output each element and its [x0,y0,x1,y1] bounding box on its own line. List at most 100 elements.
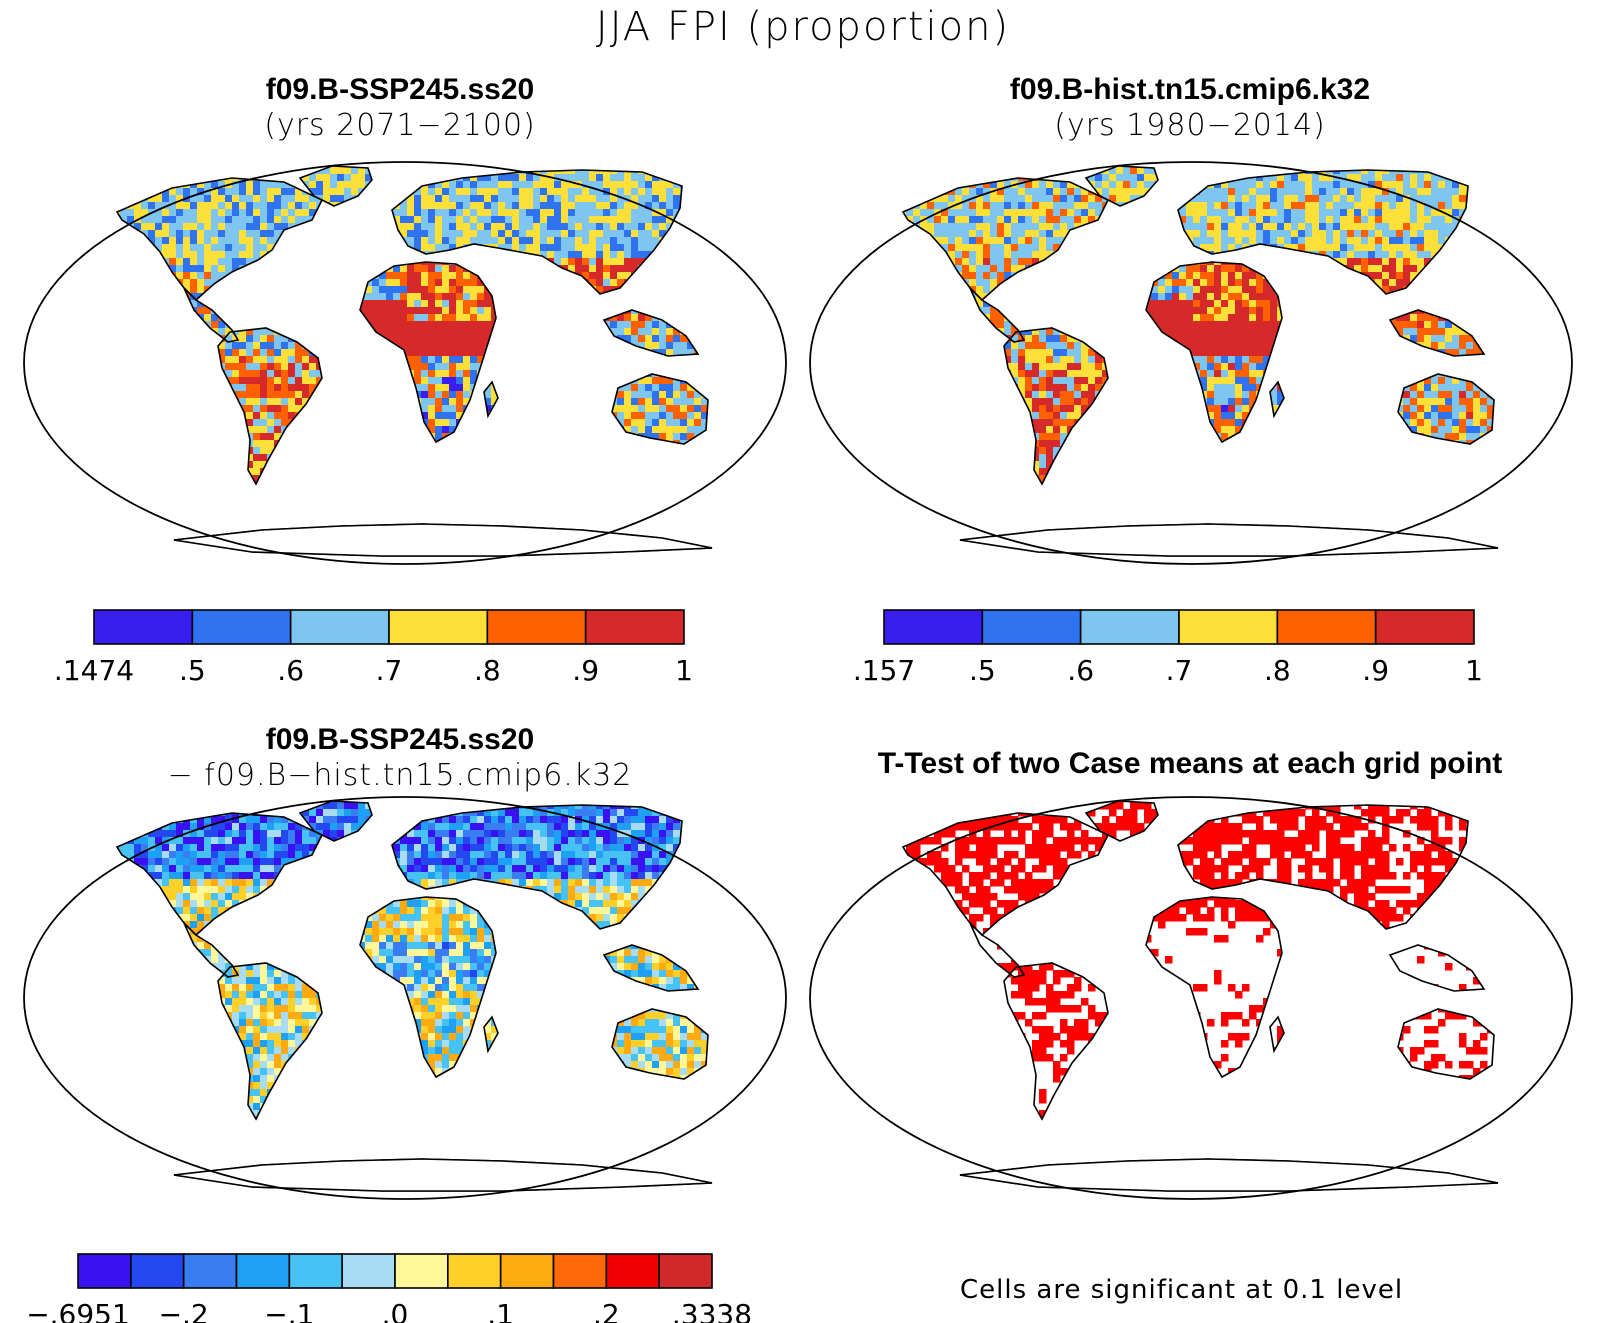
coastline-greenland [298,800,373,842]
panel-title-hist: f09.B-hist.tn15.cmip6.k32 (yrs 1980−2014… [810,72,1570,144]
coastline-central-america [969,287,1026,343]
coastline-greenland [298,165,373,207]
figure-title: JJA FPI (proportion) [0,4,1606,50]
coastline-eurasia [1177,804,1469,930]
colorbar-box [658,1253,713,1289]
map-hist [809,161,1573,565]
colorbar-ssp245: .1474 .5 .6 .7 .8 .9 1 [54,609,693,687]
coastline-south-america [217,327,323,486]
coastline-north-america [901,812,1110,937]
panel-title-line1: T-Test of two Case means at each grid po… [810,746,1570,782]
coastline-greenland [1084,800,1159,842]
coastline-southeast-asia [602,309,700,357]
colorbar-tick-label: −.6951 [26,1298,130,1323]
colorbar-tick-label: .5 [179,654,206,687]
colorbar-tick-label: .3338 [672,1298,752,1323]
antarctica [959,523,1499,557]
coastline-australia [611,373,709,445]
panel-title-line2: − f09.B−hist.tn15.cmip6.k32 [30,758,770,794]
coastline-madagascar [483,1015,499,1054]
colorbar-box [1178,609,1279,645]
colorbar-box [552,1253,608,1289]
coastline-south-america [217,962,323,1121]
coastline-africa [359,896,497,1079]
colorbar-tick-label: .7 [1166,654,1193,687]
map-diff [23,796,787,1200]
coastline-southeast-asia [1388,309,1486,357]
coastline-madagascar [1269,1015,1285,1054]
antarctica [959,1158,1499,1192]
coastline-africa [1145,261,1283,444]
colorbar-tick-label: .7 [376,654,403,687]
panel-title-ttest: T-Test of two Case means at each grid po… [810,746,1570,782]
colorbar-tick-label: .1474 [54,654,134,687]
coastline-eurasia [391,169,683,295]
coastline-central-america [969,922,1026,978]
antarctica [173,1158,713,1192]
colorbar-box [981,609,1082,645]
colorbar-tick-label: .157 [853,654,915,687]
coastline-australia [611,1008,709,1080]
colorbar-box [584,609,685,645]
map-ssp245 [23,161,787,565]
colorbar-tick-label: .2 [593,1298,620,1323]
map-border [23,161,787,565]
coastline-madagascar [1269,380,1285,419]
colorbar-tick-label: .6 [1067,654,1094,687]
map-border [23,796,787,1200]
colorbar-box [235,1253,291,1289]
colorbar-tick-label: .8 [1264,654,1291,687]
panel-title-line1: f09.B-SSP245.ss20 [30,72,770,108]
colorbar-tick-label: .5 [969,654,996,687]
coastline-australia [1397,1008,1495,1080]
colorbar-tick-label: .9 [572,654,599,687]
coastline-greenland [1084,165,1159,207]
colorbar-box [191,609,292,645]
colorbar-box [182,1253,238,1289]
panel-title-line2: (yrs 2071−2100) [30,108,770,144]
colorbar-tick-label: .0 [382,1298,409,1323]
panel-title-line1: f09.B-hist.tn15.cmip6.k32 [810,72,1570,108]
colorbar-tick-label: −.2 [159,1298,209,1323]
coastline-central-america [183,287,240,343]
colorbar-box [388,609,489,645]
colorbar-tick-label: 1 [675,654,693,687]
coastline-north-america [115,812,324,937]
colorbar-box [289,609,390,645]
colorbar-tick-label: 1 [1465,654,1483,687]
colorbar-box [605,1253,660,1289]
coastline-south-america [1003,327,1109,486]
colorbar-box [93,609,194,645]
colorbar-box [486,609,587,645]
colorbar-box [1276,609,1377,645]
colorbar-box [77,1253,132,1289]
coastline-southeast-asia [602,944,700,992]
map-border [809,796,1573,1200]
coastline-africa [359,261,497,444]
colorbar-box [1374,609,1475,645]
coastline-australia [1397,373,1495,445]
coastline-africa [1145,896,1283,1079]
colorbar-tick-label: .1 [487,1298,514,1323]
colorbar-hist: .157 .5 .6 .7 .8 .9 1 [853,609,1483,687]
panel-title-line1: f09.B-SSP245.ss20 [30,722,770,758]
colorbar-box [447,1253,502,1289]
significance-note: Cells are significant at 0.1 level [960,1275,1403,1305]
coastline-north-america [901,177,1110,302]
panel-title-line2: (yrs 1980−2014) [810,108,1570,144]
colorbar-box [130,1253,185,1289]
panel-title-diff: f09.B-SSP245.ss20 − f09.B−hist.tn15.cmip… [30,722,770,794]
panel-title-ssp245: f09.B-SSP245.ss20 (yrs 2071−2100) [30,72,770,144]
colorbar-tick-label: .8 [474,654,501,687]
colorbar-tick-label: .6 [277,654,304,687]
coastline-madagascar [483,380,499,419]
colorbar-box [394,1253,449,1289]
colorbar-box [288,1253,343,1289]
map-border [809,161,1573,565]
coastline-south-america [1003,962,1109,1121]
coastline-north-america [115,177,324,302]
antarctica [173,523,713,557]
map-ttest [809,796,1573,1200]
colorbar-box [883,609,984,645]
colorbar-tick-label: −.1 [264,1298,314,1323]
